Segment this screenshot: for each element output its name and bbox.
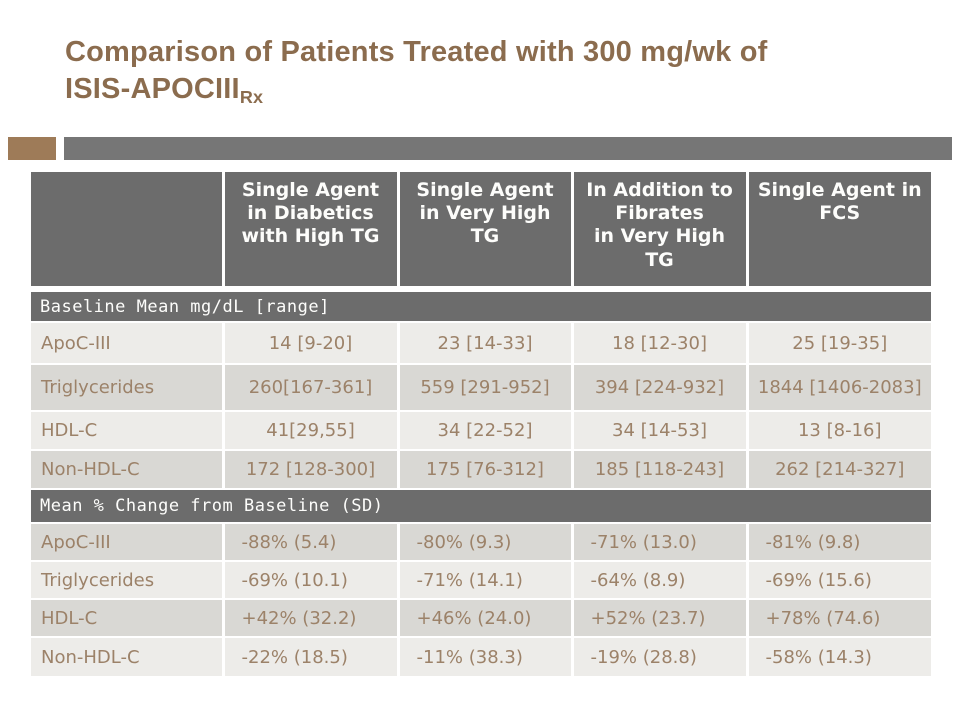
row-label: Non-HDL-C [31, 450, 225, 490]
title-drug-name: ISIS-APOCIII [65, 73, 240, 106]
row-label: ApoC-III [31, 322, 225, 365]
data-cell: +46% (24.0) [398, 599, 574, 638]
table-row: Triglycerides 260[167-361] 559 [291-952]… [31, 364, 931, 412]
accent-divider-bar [64, 137, 952, 160]
table-row: Triglycerides -69% (10.1) -71% (14.1) -6… [31, 561, 931, 600]
data-cell: -69% (10.1) [223, 561, 400, 600]
data-cell: -71% (14.1) [398, 561, 574, 600]
data-cell: 262 [214-327] [747, 450, 931, 490]
data-cell: 25 [19-35] [747, 322, 931, 365]
table-row: HDL-C +42% (32.2) +46% (24.0) +52% (23.7… [31, 599, 931, 638]
data-cell: -81% (9.8) [747, 523, 931, 562]
data-cell: -64% (8.9) [572, 561, 749, 600]
table-row: Non-HDL-C -22% (18.5) -11% (38.3) -19% (… [31, 637, 931, 678]
table-row: ApoC-III 14 [9-20] 23 [14-33] 18 [12-30]… [31, 322, 931, 365]
data-cell: 559 [291-952] [398, 364, 574, 412]
data-cell: +78% (74.6) [747, 599, 931, 638]
data-cell: -71% (13.0) [572, 523, 749, 562]
data-cell: 34 [14-53] [572, 411, 749, 451]
comparison-table: Single Agent in Diabetics with High TG S… [31, 172, 931, 678]
table-header-row: Single Agent in Diabetics with High TG S… [31, 172, 931, 292]
table-row: HDL-C 41[29,55] 34 [22-52] 34 [14-53] 13… [31, 411, 931, 451]
table-row: ApoC-III -88% (5.4) -80% (9.3) -71% (13.… [31, 523, 931, 562]
header-cell-diabetics-high-tg: Single Agent in Diabetics with High TG [223, 172, 400, 292]
section-row-mean-change: Mean % Change from Baseline (SD) [31, 489, 931, 524]
data-cell: 185 [118-243] [572, 450, 749, 490]
data-cell: 41[29,55] [223, 411, 400, 451]
data-cell: 18 [12-30] [572, 322, 749, 365]
data-cell: 34 [22-52] [398, 411, 574, 451]
data-cell: +52% (23.7) [572, 599, 749, 638]
header-cell-fcs: Single Agent in FCS [747, 172, 931, 292]
row-label: Triglycerides [31, 561, 225, 600]
header-cell-empty [31, 172, 225, 292]
header-cell-fibrates: In Addition to Fibrates in Very High TG [572, 172, 749, 292]
row-label: HDL-C [31, 599, 225, 638]
data-cell: -58% (14.3) [747, 637, 931, 678]
data-cell: 172 [128-300] [223, 450, 400, 490]
row-label: ApoC-III [31, 523, 225, 562]
data-cell: -69% (15.6) [747, 561, 931, 600]
header-cell-very-high-tg: Single Agent in Very High TG [398, 172, 574, 292]
data-cell: 1844 [1406-2083] [747, 364, 931, 412]
row-label: Non-HDL-C [31, 637, 225, 678]
data-cell: 23 [14-33] [398, 322, 574, 365]
slide-title: Comparison of Patients Treated with 300 … [65, 34, 925, 108]
title-subscript: Rx [239, 87, 264, 108]
row-label: HDL-C [31, 411, 225, 451]
section-label: Mean % Change from Baseline (SD) [31, 489, 931, 524]
section-row-baseline: Baseline Mean mg/dL [range] [31, 289, 931, 323]
data-cell: -11% (38.3) [398, 637, 574, 678]
data-cell: -22% (18.5) [223, 637, 400, 678]
data-cell: -80% (9.3) [398, 523, 574, 562]
data-cell: -19% (28.8) [572, 637, 749, 678]
data-cell: 14 [9-20] [223, 322, 400, 365]
data-cell: 394 [224-932] [572, 364, 749, 412]
data-cell: -88% (5.4) [223, 523, 400, 562]
title-line-1: Comparison of Patients Treated with 300 … [65, 36, 768, 68]
data-cell: 175 [76-312] [398, 450, 574, 490]
title-line-2: ISIS-APOCIIIRx [65, 71, 925, 108]
accent-square [8, 137, 56, 160]
row-label: Triglycerides [31, 364, 225, 412]
data-cell: 13 [8-16] [747, 411, 931, 451]
table-row: Non-HDL-C 172 [128-300] 175 [76-312] 185… [31, 450, 931, 490]
section-label: Baseline Mean mg/dL [range] [31, 289, 931, 323]
data-cell: 260[167-361] [223, 364, 400, 412]
data-cell: +42% (32.2) [223, 599, 400, 638]
